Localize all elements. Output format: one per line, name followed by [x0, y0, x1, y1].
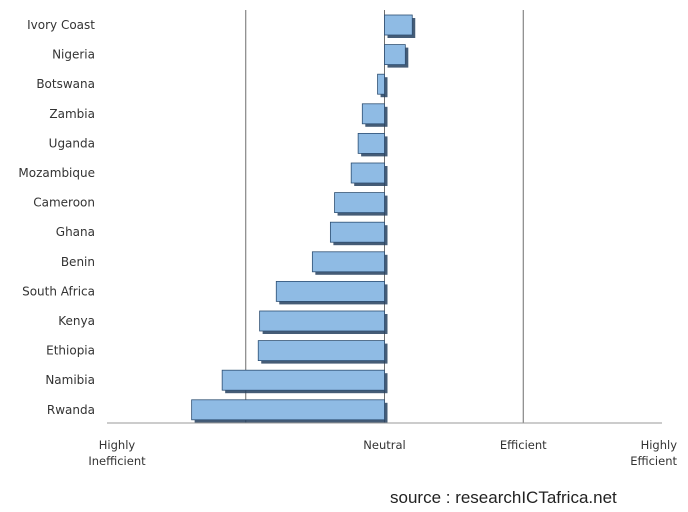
bar — [275, 280, 385, 302]
bar — [259, 310, 385, 332]
bar — [221, 369, 385, 391]
category-label: Kenya — [58, 314, 95, 328]
x-tick-label: Highly Inefficient — [88, 438, 146, 468]
category-label: Benin — [61, 255, 95, 269]
category-label: Botswana — [36, 77, 95, 91]
category-label: Cameroon — [33, 196, 95, 210]
bar — [329, 221, 385, 243]
category-label: Zambia — [49, 107, 95, 121]
category-label: Ivory Coast — [27, 18, 95, 32]
category-label: Rwanda — [47, 403, 95, 417]
bar — [361, 103, 385, 125]
bar — [257, 340, 385, 362]
category-label: Mozambique — [18, 166, 95, 180]
category-label: South Africa — [22, 284, 95, 298]
bar — [350, 162, 385, 184]
category-label: Ethiopia — [46, 344, 95, 358]
bar — [384, 14, 413, 36]
category-label: Nigeria — [52, 48, 95, 62]
category-label: Namibia — [45, 373, 95, 387]
x-tick-label: Neutral — [363, 438, 405, 452]
category-label: Uganda — [49, 136, 95, 150]
bar — [191, 399, 385, 421]
bar — [311, 251, 385, 273]
bar — [377, 73, 385, 95]
bar — [384, 44, 406, 65]
x-tick-label: Efficient — [500, 438, 547, 452]
x-tick-label: Highly Efficient — [630, 438, 677, 468]
category-label: Ghana — [56, 225, 95, 239]
bar — [357, 132, 385, 154]
bar — [334, 192, 385, 214]
source-annotation: source : researchICTafrica.net — [390, 488, 617, 507]
